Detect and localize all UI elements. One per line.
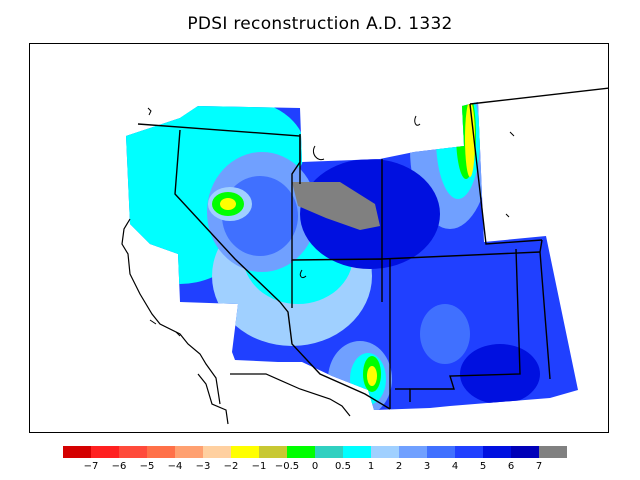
color-legend-bar xyxy=(63,446,567,458)
legend-tick-label: −3 xyxy=(195,461,211,472)
legend-swatch xyxy=(483,446,511,458)
legend-tick-label: 6 xyxy=(507,461,515,472)
pdsi-field xyxy=(126,102,578,410)
legend-swatch xyxy=(91,446,119,458)
legend-tick-label: 7 xyxy=(535,461,543,472)
legend-swatch xyxy=(203,446,231,458)
legend-swatch xyxy=(119,446,147,458)
legend-swatch xyxy=(63,446,91,458)
legend-tick-label: −7 xyxy=(83,461,99,472)
legend-tick-label: 2 xyxy=(395,461,403,472)
legend-tick-label: 3 xyxy=(423,461,431,472)
legend-swatch xyxy=(287,446,315,458)
pdsi-map xyxy=(121,87,608,425)
legend-tick-label: −6 xyxy=(111,461,127,472)
legend-tick-label: 1 xyxy=(367,461,375,472)
legend-tick-label: 0.5 xyxy=(335,461,351,472)
legend-tick-label: −1 xyxy=(251,461,267,472)
legend-swatch xyxy=(399,446,427,458)
legend-swatch xyxy=(371,446,399,458)
legend-swatch xyxy=(343,446,371,458)
legend-swatch xyxy=(427,446,455,458)
map-panel xyxy=(29,43,609,433)
legend-tick-label: 4 xyxy=(451,461,459,472)
legend-tick-label: −0.5 xyxy=(274,461,300,472)
lakes xyxy=(147,107,515,337)
legend-swatch xyxy=(539,446,567,458)
legend-swatch xyxy=(259,446,287,458)
legend-swatch xyxy=(315,446,343,458)
legend-tick-label: −2 xyxy=(223,461,239,472)
state-boundaries xyxy=(137,87,608,410)
legend-swatch xyxy=(231,446,259,458)
map-title: PDSI reconstruction A.D. 1332 xyxy=(187,14,453,34)
legend-swatch xyxy=(511,446,539,458)
legend-swatch xyxy=(147,446,175,458)
legend-tick-label: 5 xyxy=(479,461,487,472)
color-legend-labels: −7 −6 −5 −4 −3 −2 −1 −0.5 0 0.5 1 2 3 4 5 6 7 xyxy=(63,461,583,475)
legend-tick-label: −5 xyxy=(139,461,155,472)
legend-swatch xyxy=(175,446,203,458)
legend-swatch xyxy=(455,446,483,458)
legend-tick-label: −4 xyxy=(167,461,183,472)
legend-tick-label: 0 xyxy=(311,461,319,472)
coastline xyxy=(121,218,351,425)
